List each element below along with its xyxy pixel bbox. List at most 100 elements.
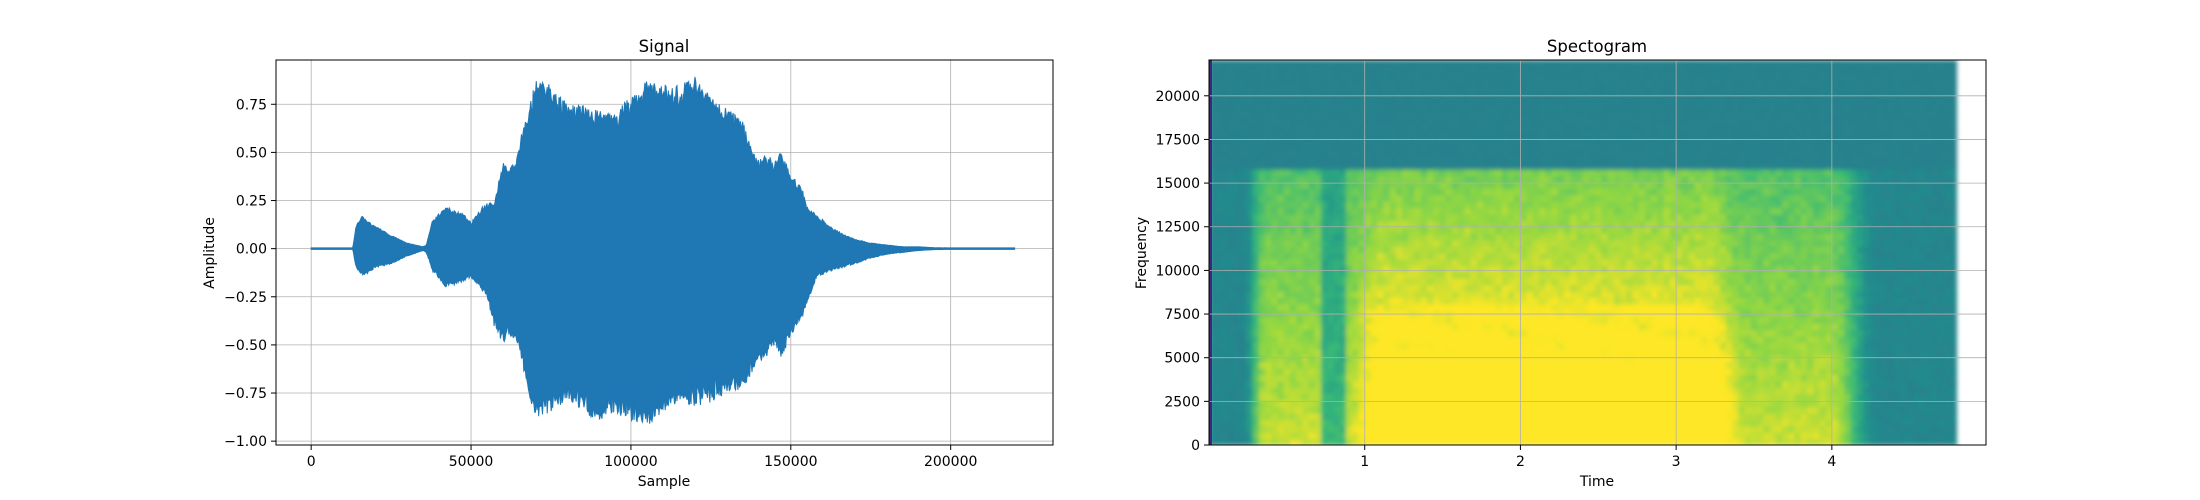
spectrogram-cell (1221, 323, 1229, 331)
spectrogram-cell (1302, 278, 1310, 286)
spectrogram-cell (1321, 425, 1328, 433)
spectrogram-cell (1258, 111, 1266, 119)
spectrogram-cell (1296, 393, 1304, 401)
spectrogram-cell (1601, 297, 1609, 305)
spectrogram-cell (1701, 201, 1708, 209)
spectrogram-cell (1694, 137, 1702, 145)
spectrogram-cell (1414, 303, 1422, 311)
spectrogram-cell (1688, 66, 1696, 74)
spectrogram-cell (1514, 271, 1522, 279)
spectrogram-cell (1240, 316, 1247, 324)
spectrogram-cell (1246, 355, 1254, 363)
spectrogram-cell (1408, 265, 1416, 273)
spectrogram-cell (1308, 188, 1316, 196)
spectrogram-cell (1240, 111, 1247, 119)
spectrogram-cell (1638, 117, 1646, 125)
spectrogram-cell (1539, 124, 1546, 132)
spectrogram-cell (1221, 156, 1229, 164)
spectrogram-cell (1364, 149, 1372, 157)
spectrogram-cell (1532, 201, 1540, 209)
spectrogram-cell (1507, 149, 1515, 157)
spectrogram-cell (1370, 258, 1378, 266)
spectrogram-cell (1514, 130, 1522, 138)
spectrogram-cell (1464, 175, 1472, 183)
spectrogram-cell (1669, 355, 1677, 363)
spectrogram-cell (1701, 393, 1708, 401)
spectrogram-cell (1302, 143, 1310, 151)
spectrogram-cell (1265, 387, 1272, 395)
spectrogram-cell (1395, 130, 1403, 138)
spectrogram-cell (1620, 291, 1627, 299)
spectrogram-cell (1514, 438, 1522, 445)
spectrogram-cell (1713, 303, 1721, 311)
spectrogram-cell (1595, 111, 1602, 119)
spectrogram-cell (1420, 124, 1428, 132)
spectrogram-cell (1339, 239, 1347, 247)
spectrogram-cell (1576, 124, 1584, 132)
spectrogram-cell (1352, 175, 1360, 183)
spectrogram-cell (1489, 233, 1497, 241)
spectrogram-cell (1240, 207, 1247, 215)
spectrogram-cell (1321, 316, 1328, 324)
spectrogram-cell (1620, 368, 1627, 376)
spectrogram-cell (1570, 220, 1578, 228)
spectrogram-cell (1346, 387, 1353, 395)
spectrogram-cell (1682, 194, 1690, 202)
spectrogram-cell (1501, 220, 1509, 228)
spectrogram-cell (1339, 175, 1347, 183)
spectrogram-cell (1221, 342, 1229, 350)
spectrogram-cell (1283, 207, 1291, 215)
spectrogram-cell (1520, 297, 1528, 305)
spectrogram-cell (1595, 149, 1602, 157)
spectrogram-cell (1408, 188, 1416, 196)
spectrogram-cell (1657, 156, 1665, 164)
spectrogram-cell (1557, 271, 1565, 279)
spectrogram-cell (1576, 72, 1584, 80)
spectrogram-cell (1352, 361, 1360, 369)
spectrogram-cell (1613, 111, 1621, 119)
spectrogram-cell (1626, 239, 1634, 247)
spectrogram-cell (1302, 246, 1310, 254)
spectrogram-cell (1265, 220, 1272, 228)
spectrogram-cell (1539, 393, 1546, 401)
spectrogram-cell (1613, 303, 1621, 311)
spectrogram-cell (1339, 233, 1347, 241)
spectrogram-cell (1209, 412, 1216, 420)
spectrogram-cell (1713, 175, 1721, 183)
spectrogram-cell (1308, 400, 1316, 408)
spectrogram-cell (1252, 194, 1260, 202)
spectrogram-cell (1402, 239, 1409, 247)
spectrogram-cell (1551, 220, 1559, 228)
spectrogram-cell (1588, 393, 1596, 401)
spectrogram-cell (1701, 104, 1708, 112)
spectrogram-cell (1483, 194, 1490, 202)
spectrogram-cell (1588, 284, 1596, 292)
spectrogram-cell (1489, 387, 1497, 395)
spectrogram-cell (1439, 348, 1447, 356)
spectrogram-cell (1657, 214, 1665, 222)
spectrogram-cell (1570, 406, 1578, 414)
spectrogram-cell (1420, 239, 1428, 247)
spectrogram-cell (1271, 98, 1279, 106)
spectrogram-cell (1526, 85, 1534, 93)
spectrogram-cell (1433, 149, 1441, 157)
spectrogram-cell (1227, 104, 1235, 112)
spectrogram-cell (1383, 432, 1391, 440)
spectrogram-cell (1439, 181, 1447, 189)
spectrogram-cell (1346, 393, 1353, 401)
spectrogram-cell (1458, 117, 1465, 125)
spectrogram-cell (1420, 368, 1428, 376)
spectrogram-cell (1607, 117, 1615, 125)
spectrogram-cell (1246, 117, 1254, 125)
spectrogram-cell (1433, 188, 1441, 196)
spectrogram-cell (1526, 438, 1534, 445)
spectrogram-cell (1470, 162, 1478, 170)
spectrogram-cell (1402, 175, 1409, 183)
spectrogram-cell (1526, 297, 1534, 305)
spectrogram-cell (1302, 361, 1310, 369)
spectrogram-cell (1495, 271, 1503, 279)
spectrogram-cell (1333, 124, 1341, 132)
spectrogram-cell (1570, 355, 1578, 363)
spectrogram-cell (1588, 60, 1596, 68)
spectrogram-cell (1632, 425, 1640, 433)
